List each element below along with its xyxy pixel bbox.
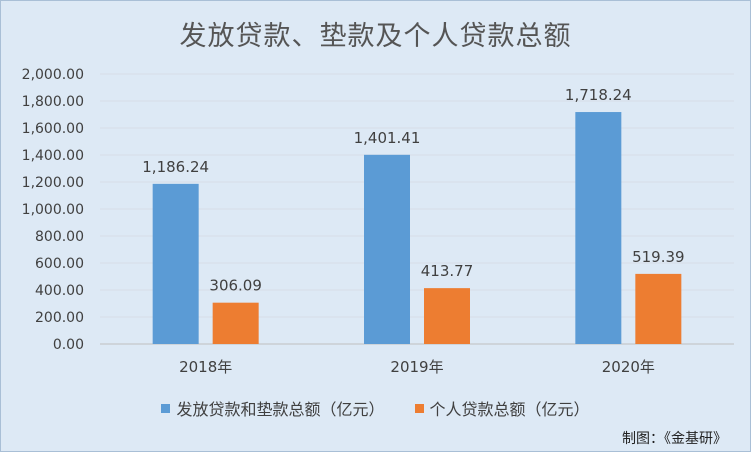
y-tick-label: 200.00 xyxy=(35,310,84,326)
legend-swatch-series-1 xyxy=(161,403,171,413)
credit-text: 制图：《金基研》 xyxy=(622,431,727,447)
bar-series-1 xyxy=(364,154,410,344)
y-tick-label: 0.00 xyxy=(53,337,84,353)
legend-item-series-2: 个人贷款总额（亿元） xyxy=(414,396,590,420)
bar-series-1 xyxy=(575,112,622,344)
data-label: 413.77 xyxy=(421,262,474,280)
legend-label-series-2: 个人贷款总额（亿元） xyxy=(429,400,590,419)
y-tick-label: 1,000.00 xyxy=(22,202,84,218)
bar-series-1 xyxy=(152,183,199,344)
legend-label-series-1: 发放贷款和垫款总额（亿元） xyxy=(176,400,385,419)
legend: 发放贷款和垫款总额（亿元） 个人贷款总额（亿元） xyxy=(0,396,751,420)
y-tick-label: 2,000.00 xyxy=(22,67,84,83)
y-tick-label: 400.00 xyxy=(35,283,84,299)
bar-series-2 xyxy=(635,273,682,344)
y-tick-label: 1,400.00 xyxy=(22,148,84,164)
data-label: 1,186.24 xyxy=(142,158,209,176)
legend-item-series-1: 发放贷款和垫款总额（亿元） xyxy=(161,396,385,420)
bar-series-2 xyxy=(424,288,470,344)
x-tick-label: 2019年 xyxy=(390,358,443,376)
y-tick-label: 800.00 xyxy=(35,229,84,245)
data-label: 1,401.41 xyxy=(354,129,421,147)
y-tick-label: 1,800.00 xyxy=(22,94,84,110)
x-tick-label: 2020年 xyxy=(602,358,655,376)
bar-series-2 xyxy=(212,302,259,344)
data-label: 306.09 xyxy=(209,277,262,295)
data-label: 519.39 xyxy=(632,248,685,266)
x-tick-label: 2018年 xyxy=(179,358,232,376)
y-tick-label: 1,200.00 xyxy=(22,175,84,191)
y-tick-label: 1,600.00 xyxy=(22,121,84,137)
legend-swatch-series-2 xyxy=(414,403,424,413)
y-tick-label: 600.00 xyxy=(35,256,84,272)
data-label: 1,718.24 xyxy=(565,86,632,104)
chart-title: 发放贷款、垫款及个人贷款总额 xyxy=(179,21,572,52)
